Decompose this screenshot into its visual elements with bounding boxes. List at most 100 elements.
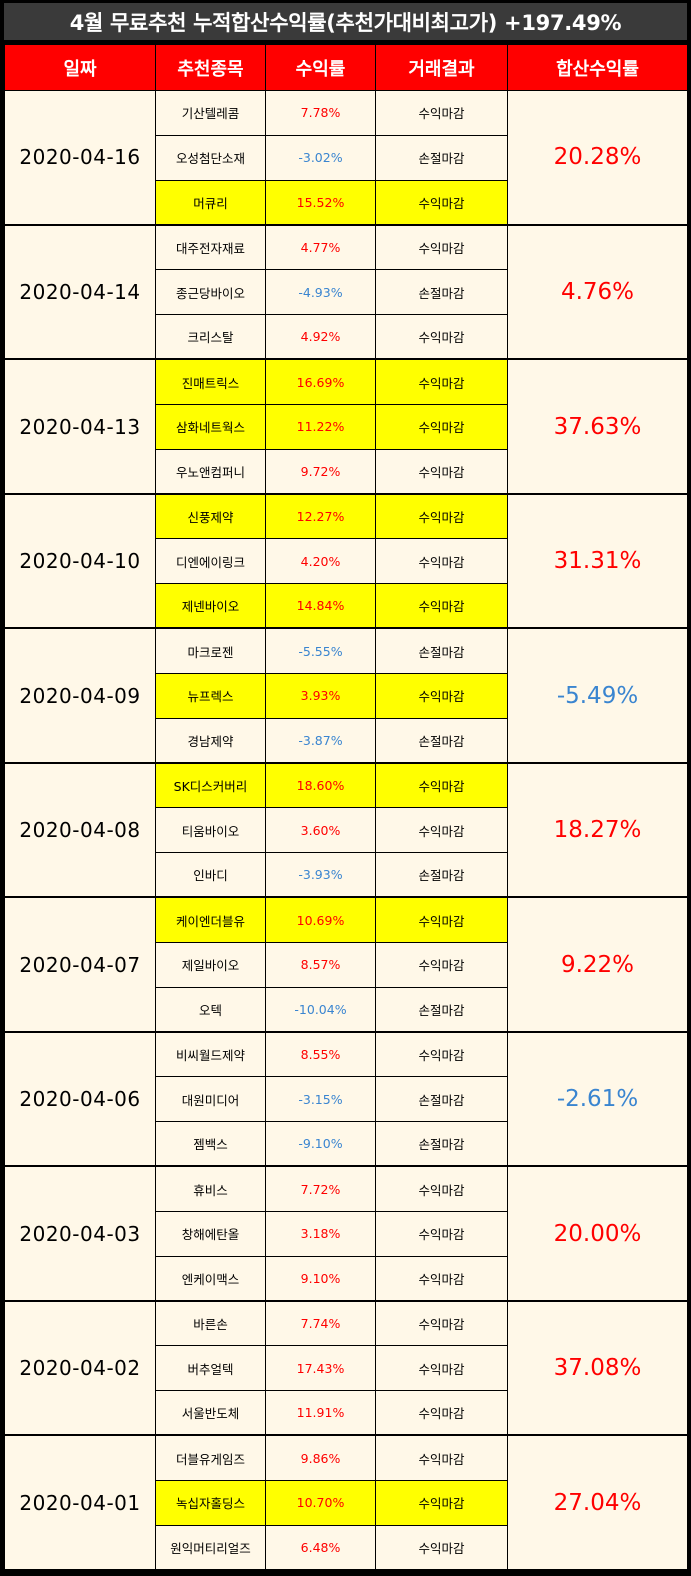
trade-result-cell: 수익마감 <box>375 179 508 226</box>
table-row: 크리스탈 4.92% 수익마감 <box>5 314 688 361</box>
trade-result-cell: 수익마감 <box>375 538 508 585</box>
date-cell: 2020-04-02 <box>4 1300 156 1437</box>
stock-name-cell: 기산텔레콤 <box>155 90 266 136</box>
stock-name-cell: 마크로젠 <box>155 627 266 674</box>
trade-result-cell: 수익마감 <box>375 1165 508 1212</box>
return-rate-cell: 17.43% <box>265 1345 376 1392</box>
trade-result-cell: 수익마감 <box>375 807 508 854</box>
return-rate-cell: 9.10% <box>265 1255 376 1302</box>
table-row: 2020-04-02 바른손 7.74% 수익마감 37.08% <box>4 1300 688 1437</box>
date-cell: 2020-04-10 <box>4 493 156 630</box>
trade-result-cell: 수익마감 <box>375 896 508 943</box>
trade-result-cell: 손절마감 <box>375 1076 508 1123</box>
return-rate-cell: -10.04% <box>265 986 376 1033</box>
stock-name-cell: 젬백스 <box>155 1121 266 1168</box>
return-rate-cell: 4.92% <box>265 314 376 361</box>
table-row: 삼화네트웍스 11.22% 수익마감 <box>5 403 688 450</box>
return-rate-cell: -3.15% <box>265 1076 376 1123</box>
return-rate-cell: 3.93% <box>265 672 376 719</box>
return-rate-cell: 18.60% <box>265 762 376 809</box>
return-rate-cell: 3.60% <box>265 807 376 854</box>
table-row: 제넨바이오 14.84% 수익마감 <box>5 583 688 630</box>
table-row: 대원미디어 -3.15% 손절마감 <box>5 1076 688 1123</box>
trade-result-cell: 수익마감 <box>375 1031 508 1078</box>
table-row: 2020-04-01 더블유게임즈 9.86% 수익마감 27.04% <box>4 1434 688 1571</box>
table-row: 녹십자홀딩스 10.70% 수익마감 <box>5 1479 688 1526</box>
return-rate-cell: 4.20% <box>265 538 376 585</box>
return-rate-cell: 9.72% <box>265 448 376 495</box>
stock-name-cell: 인바디 <box>155 852 266 899</box>
total-return-cell: 20.28% <box>507 89 688 226</box>
return-rate-cell: 9.86% <box>265 1434 376 1481</box>
total-return-cell: 18.27% <box>507 762 688 899</box>
trade-result-cell: 수익마감 <box>375 1255 508 1302</box>
table-row: 우노앤컴퍼니 9.72% 수익마감 <box>5 448 688 495</box>
header-date: 일짜 <box>4 44 156 91</box>
return-rate-cell: 7.78% <box>265 90 376 136</box>
trade-result-cell: 수익마감 <box>375 583 508 630</box>
table-row: 오텍 -10.04% 손절마감 <box>5 986 688 1033</box>
return-rate-cell: 12.27% <box>265 493 376 540</box>
table-row: 2020-04-03 휴비스 7.72% 수익마감 20.00% <box>4 1165 688 1302</box>
total-return-cell: 4.76% <box>507 224 688 361</box>
stock-name-cell: 원익머티리얼즈 <box>155 1524 266 1571</box>
stock-name-cell: 우노앤컴퍼니 <box>155 448 266 495</box>
table-row: 2020-04-07 케이엔더블유 10.69% 수익마감 9.22% <box>4 896 688 1033</box>
trade-result-cell: 수익마감 <box>375 358 508 405</box>
trade-result-cell: 수익마감 <box>375 1210 508 1257</box>
stock-name-cell: 더블유게임즈 <box>155 1434 266 1481</box>
table-row: 제일바이오 8.57% 수익마감 <box>5 941 688 988</box>
date-cell: 2020-04-07 <box>4 896 156 1033</box>
return-rate-cell: 7.74% <box>265 1300 376 1347</box>
stock-name-cell: 경남제약 <box>155 717 266 764</box>
table-row: 엔케이맥스 9.10% 수익마감 <box>5 1255 688 1302</box>
return-rate-cell: 4.77% <box>265 224 376 271</box>
date-cell: 2020-04-09 <box>4 627 156 764</box>
stock-name-cell: 엔케이맥스 <box>155 1255 266 1302</box>
date-cell: 2020-04-16 <box>4 89 156 226</box>
return-rate-cell: 10.69% <box>265 896 376 943</box>
return-rate-cell: 10.70% <box>265 1479 376 1526</box>
header-total: 합산수익률 <box>507 44 688 91</box>
trade-result-cell: 수익마감 <box>375 314 508 361</box>
trade-result-cell: 손절마감 <box>375 134 508 181</box>
stock-name-cell: 종근당바이오 <box>155 269 266 316</box>
return-rate-cell: -5.55% <box>265 627 376 674</box>
date-cell: 2020-04-13 <box>4 358 156 495</box>
date-cell: 2020-04-01 <box>4 1434 156 1571</box>
table-row: 2020-04-14 대주전자재료 4.77% 수익마감 4.76% <box>4 224 688 361</box>
return-rate-cell: 7.72% <box>265 1165 376 1212</box>
recommendation-table: 일짜 추천종목 수익률 거래결과 합산수익률 2020-04-16 기산텔레콤 7.… <box>4 44 688 1571</box>
table-row: 뉴프렉스 3.93% 수익마감 <box>5 672 688 719</box>
stock-name-cell: 진매트릭스 <box>155 358 266 405</box>
total-return-cell: -2.61% <box>507 1031 688 1168</box>
trade-result-cell: 수익마감 <box>375 493 508 540</box>
trade-result-cell: 수익마감 <box>375 224 508 271</box>
return-rate-cell: -3.02% <box>265 134 376 181</box>
stock-name-cell: 비씨월드제약 <box>155 1031 266 1078</box>
trade-result-cell: 손절마감 <box>375 852 508 899</box>
return-rate-cell: 6.48% <box>265 1524 376 1571</box>
table-row: 종근당바이오 -4.93% 손절마감 <box>5 269 688 316</box>
table-row: 2020-04-08 SK디스커버리 18.60% 수익마감 18.27% <box>4 762 688 899</box>
stock-name-cell: 바른손 <box>155 1300 266 1347</box>
table-row: 창해에탄올 3.18% 수익마감 <box>5 1210 688 1257</box>
table-row: 2020-04-16 기산텔레콤 7.78% 수익마감 20.28% <box>4 89 688 226</box>
trade-result-cell: 수익마감 <box>375 1390 508 1437</box>
stock-name-cell: 오성첨단소재 <box>155 134 266 181</box>
trade-result-cell: 수익마감 <box>375 672 508 719</box>
table-row: 인바디 -3.93% 손절마감 <box>5 852 688 899</box>
return-rate-cell: 3.18% <box>265 1210 376 1257</box>
table-row: 2020-04-13 진매트릭스 16.69% 수익마감 37.63% <box>4 358 688 495</box>
stock-name-cell: 티움바이오 <box>155 807 266 854</box>
trade-result-cell: 손절마감 <box>375 269 508 316</box>
date-cell: 2020-04-03 <box>4 1165 156 1302</box>
trade-result-cell: 수익마감 <box>375 762 508 809</box>
total-return-cell: 37.08% <box>507 1300 688 1437</box>
trade-result-cell: 수익마감 <box>375 1434 508 1481</box>
trade-result-cell: 수익마감 <box>375 90 508 136</box>
stock-name-cell: 삼화네트웍스 <box>155 403 266 450</box>
total-return-cell: 31.31% <box>507 493 688 630</box>
return-rate-cell: -3.93% <box>265 852 376 899</box>
table-row: 2020-04-10 신풍제약 12.27% 수익마감 31.31% <box>4 493 688 630</box>
